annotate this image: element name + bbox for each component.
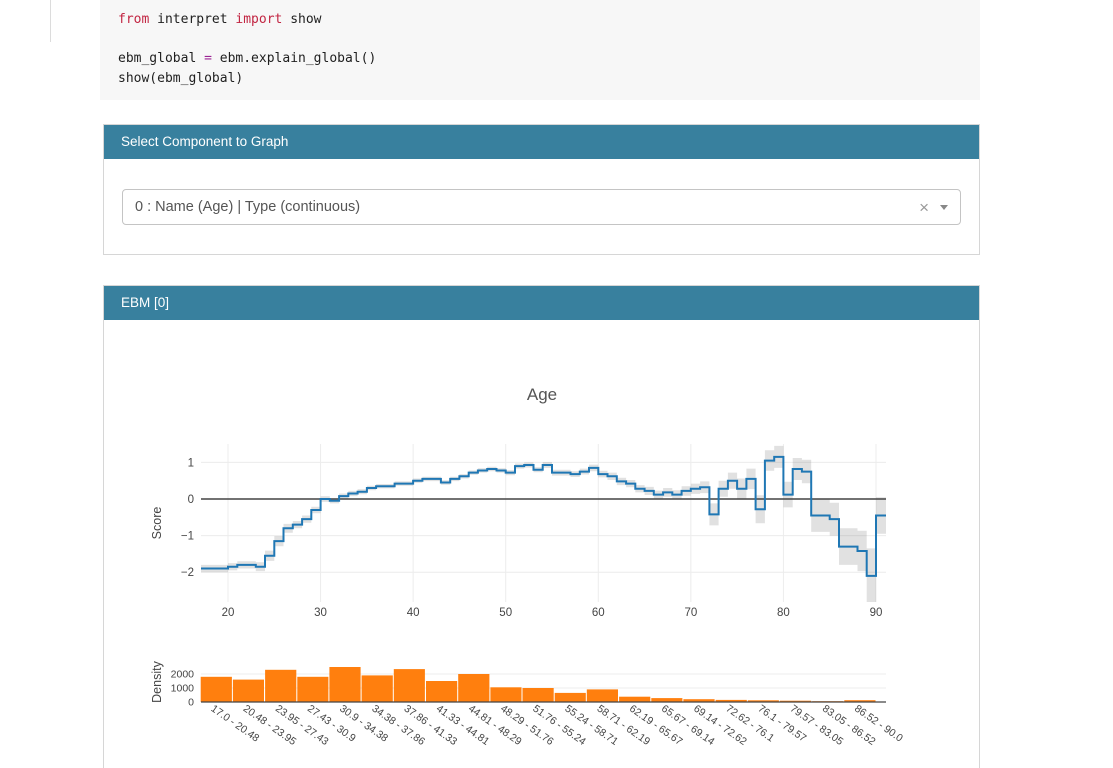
density-bar [522,688,554,702]
density-bar [715,699,747,702]
select-card-header: Select Component to Graph [104,125,979,159]
ebm-card-header: EBM [0] [104,286,979,320]
density-bar [619,696,651,702]
density-bar [651,698,683,702]
cell-left-border [50,0,51,42]
ebm-card-title: EBM [0] [121,295,170,310]
dropdown-caret-icon[interactable] [940,204,948,210]
y-tick-label: 0 [188,494,194,506]
code-cell[interactable]: from interpret import show ebm_global = … [100,0,980,100]
code-token: ebm.explain_global() [211,51,377,66]
code-token: ebm_global [118,51,205,66]
density-bar [361,675,393,702]
hist-y-tick-label: 2000 [171,669,195,681]
density-bar [265,669,297,702]
code-token: show(ebm_global) [118,70,244,86]
density-bar [554,692,586,702]
code-token: = [204,51,212,66]
density-bar [586,689,618,702]
x-tick-label: 40 [407,607,420,619]
code-line: from interpret import show [118,10,980,30]
code-token: import [235,12,283,27]
score-line [201,455,886,577]
dropdown-controls: × [919,199,948,216]
hist-y-tick-label: 0 [188,697,194,709]
density-bar [297,676,329,702]
ebm-graph-card: EBM [0] Age 1 0 −1 −2 20 30 40 50 60 70 80 90 Score 0 1… [103,285,980,768]
y-tick-label: 1 [188,457,194,469]
code-token: from [118,12,150,27]
code-line: show(ebm_global) [118,69,980,89]
x-tick-label: 90 [870,607,883,619]
density-bar [200,676,232,702]
density-bar [232,679,264,702]
code-line [118,30,980,50]
density-bar [329,667,361,702]
code-line: ebm_global = ebm.explain_global() [118,49,980,69]
ebm-chart-body: Age 1 0 −1 −2 20 30 40 50 60 70 80 90 Score 0 1000 2000 1… [104,320,979,768]
x-tick-label: 70 [684,607,697,619]
density-bar [844,700,876,702]
density-bar [426,681,458,702]
code-token: show [282,12,322,27]
density-bar [490,687,522,702]
y-tick-label: −2 [181,567,194,579]
y-axis-title: Score [150,507,164,540]
x-tick-label: 50 [499,607,512,619]
density-bar [683,699,715,702]
select-component-card: Select Component to Graph 0 : Name (Age)… [103,124,980,255]
x-tick-label: 60 [592,607,605,619]
density-bar [393,669,425,702]
code-block: from interpret import show ebm_global = … [100,0,980,88]
hist-y-tick-label: 1000 [171,683,195,695]
density-bar [458,674,490,702]
select-card-title: Select Component to Graph [121,134,289,149]
hist-y-axis-title: Density [150,660,164,702]
x-tick-label: 80 [777,607,790,619]
dropdown-selected-value: 0 : Name (Age) | Type (continuous) [135,199,361,215]
chart-title: Age [527,385,557,404]
code-token: interpret [149,12,236,27]
clear-selection-icon[interactable]: × [919,197,929,217]
component-dropdown[interactable]: 0 : Name (Age) | Type (continuous) × [122,189,961,225]
x-tick-label: 30 [314,607,327,619]
y-tick-label: −1 [181,531,194,543]
select-card-body: 0 : Name (Age) | Type (continuous) × [104,159,979,254]
density-bar [747,700,779,702]
x-tick-label: 20 [222,607,235,619]
density-bar [779,700,812,702]
